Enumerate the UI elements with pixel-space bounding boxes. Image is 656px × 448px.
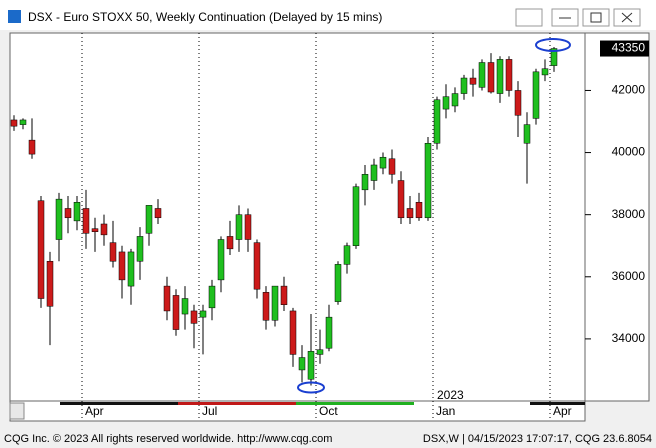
window-title: DSX - Euro STOXX 50, Weekly Continuation… <box>28 10 382 24</box>
candle-body <box>226 236 234 250</box>
quarter-strip <box>60 402 178 405</box>
candle-body <box>307 351 315 380</box>
candle-body <box>64 208 72 219</box>
candle-body <box>550 48 558 66</box>
candle-body <box>262 292 270 321</box>
candle-body <box>235 214 243 240</box>
candle-body <box>55 198 63 240</box>
candle-body <box>316 349 324 355</box>
candle-body <box>442 96 450 110</box>
maximize-button[interactable] <box>582 8 610 27</box>
candle-body <box>541 68 549 76</box>
close-icon <box>621 12 633 23</box>
price-axis <box>584 32 650 402</box>
x-tick-label: Apr <box>553 404 572 418</box>
max-icon <box>590 12 602 23</box>
candle-body <box>253 242 261 290</box>
candle-body <box>532 71 540 119</box>
candle-body <box>406 208 414 219</box>
last-price-label: 43350 <box>612 41 646 55</box>
scroll-handle[interactable] <box>9 402 25 420</box>
candle-body <box>478 62 486 88</box>
candle-body <box>73 201 81 222</box>
candle-body <box>217 239 225 281</box>
candle-body <box>46 261 54 307</box>
y-tick-label: 38000 <box>612 207 646 221</box>
last-price-box <box>600 40 649 57</box>
candle-body <box>514 90 522 116</box>
candle-body <box>451 93 459 107</box>
candle-body <box>10 119 18 127</box>
y-tick-label: 42000 <box>612 83 646 97</box>
candle-body <box>100 223 108 236</box>
candle-body <box>379 156 387 169</box>
candle-body <box>298 357 306 371</box>
x-tick-label: Jan <box>436 404 455 418</box>
plot-area <box>9 32 586 402</box>
candle-body <box>208 285 216 309</box>
candle-body <box>460 77 468 94</box>
candle-body <box>244 214 252 240</box>
candle-body <box>505 59 513 91</box>
candle-body <box>172 295 180 330</box>
candle-body <box>469 77 477 85</box>
x-tick-label: Apr <box>85 404 104 418</box>
x-tick-label: Jul <box>202 404 217 418</box>
candle-body <box>190 310 198 324</box>
annotation-circle <box>297 381 325 394</box>
candle-body <box>91 228 99 233</box>
candle-body <box>388 158 396 175</box>
app-icon <box>8 10 21 23</box>
y-tick-label: 36000 <box>612 269 646 283</box>
candle-body <box>118 251 126 281</box>
candle-body <box>352 186 360 246</box>
link-button[interactable] <box>515 8 543 27</box>
candle-body <box>181 298 189 315</box>
candle-body <box>343 245 351 265</box>
x-tick-label: Oct <box>319 404 338 418</box>
candle-body <box>433 99 441 144</box>
candle-body <box>127 251 135 287</box>
footer-left: CQG Inc. © 2023 All rights reserved worl… <box>4 433 332 445</box>
candle-body <box>37 200 45 299</box>
quarter-strip <box>530 402 585 405</box>
quarter-strip <box>296 402 414 405</box>
candle-body <box>271 285 279 321</box>
candle-body <box>19 119 27 125</box>
y-tick-label: 34000 <box>612 331 646 345</box>
candle-body <box>361 174 369 191</box>
candle-body <box>199 310 207 318</box>
candle-body <box>109 242 117 262</box>
candle-body <box>397 180 405 219</box>
candle-body <box>334 264 342 302</box>
candle-body <box>82 208 90 234</box>
year-label: 2023 <box>437 388 464 402</box>
candle-body <box>154 208 162 219</box>
candle-body <box>163 285 171 312</box>
footer-right: DSX,W | 04/15/2023 17:07:17, CQG 23.6.80… <box>423 433 652 445</box>
candle-body <box>325 316 333 349</box>
candle-body <box>523 124 531 144</box>
candle-body <box>415 201 423 219</box>
candle-body <box>370 164 378 181</box>
candle-body <box>280 285 288 305</box>
candle-body <box>424 142 432 219</box>
quarter-strip <box>178 402 296 405</box>
annotation-circle <box>535 37 571 52</box>
candle-body <box>487 62 495 93</box>
candle-body <box>145 205 153 234</box>
candle-body <box>136 236 144 262</box>
candle-body <box>496 59 504 94</box>
y-tick-label: 40000 <box>612 145 646 159</box>
candle-body <box>28 139 36 155</box>
candle-body <box>289 310 297 355</box>
title-bar <box>0 0 656 30</box>
